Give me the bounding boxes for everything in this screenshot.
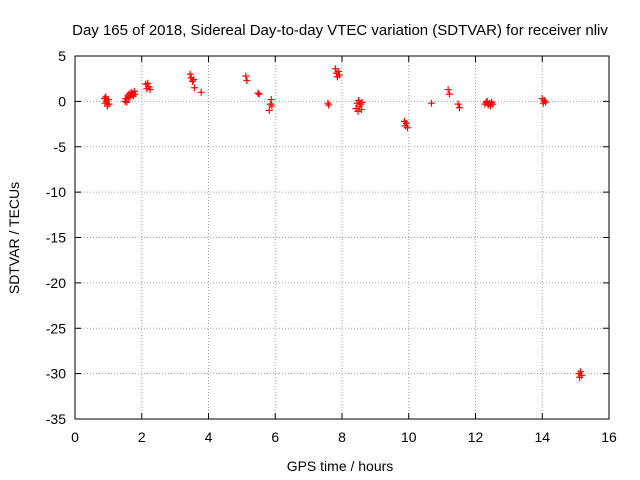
x-tick-label: 16 xyxy=(601,429,617,445)
data-point xyxy=(123,98,131,106)
data-point xyxy=(577,368,585,376)
x-tick-label: 12 xyxy=(468,429,484,445)
y-tick-label: -35 xyxy=(46,411,66,427)
data-point xyxy=(105,100,113,108)
data-point xyxy=(489,100,497,108)
data-point xyxy=(578,371,586,379)
y-tick-label: -25 xyxy=(46,320,66,336)
data-point xyxy=(542,98,550,106)
y-tick-label: -15 xyxy=(46,230,66,246)
data-points xyxy=(100,65,586,381)
data-point xyxy=(445,90,453,98)
x-tick-label: 14 xyxy=(534,429,550,445)
data-point xyxy=(334,67,342,75)
data-point xyxy=(357,106,365,114)
data-point xyxy=(188,77,196,85)
data-point xyxy=(190,84,198,92)
x-tick-label: 2 xyxy=(138,429,146,445)
data-point xyxy=(358,98,366,106)
data-point xyxy=(403,124,411,132)
data-point xyxy=(455,104,463,112)
y-axis-label: SDTVAR / TECUs xyxy=(6,182,22,294)
x-axis-label: GPS time / hours xyxy=(287,458,394,474)
y-tick-label: 0 xyxy=(58,93,66,109)
data-point xyxy=(325,101,333,109)
data-point xyxy=(131,90,139,98)
chart-title: Day 165 of 2018, Sidereal Day-to-day VTE… xyxy=(72,22,608,39)
y-tick-label: -20 xyxy=(46,275,66,291)
data-point xyxy=(186,70,194,78)
y-tick-label: -30 xyxy=(46,366,66,382)
data-point xyxy=(402,119,410,127)
grid-lines xyxy=(75,56,609,419)
data-point xyxy=(144,79,152,87)
y-tick-label: 5 xyxy=(58,48,66,64)
data-point xyxy=(146,86,154,94)
data-point xyxy=(267,96,275,104)
x-tick-label: 6 xyxy=(271,429,279,445)
data-point xyxy=(335,71,343,79)
data-point xyxy=(189,76,197,84)
y-tick-label: -10 xyxy=(46,184,66,200)
data-point xyxy=(454,100,462,108)
data-point xyxy=(427,99,435,107)
x-tick-label: 8 xyxy=(338,429,346,445)
data-point xyxy=(265,106,273,114)
data-point xyxy=(243,77,251,85)
data-point xyxy=(104,96,112,104)
x-tick-label: 10 xyxy=(401,429,417,445)
data-point xyxy=(324,99,332,107)
data-point xyxy=(242,72,250,80)
x-tick-label: 0 xyxy=(71,429,79,445)
data-point xyxy=(268,102,276,110)
data-point xyxy=(444,86,452,94)
x-tick-label: 4 xyxy=(205,429,213,445)
y-tick-label: -5 xyxy=(54,139,67,155)
axis-ticks: 5 0 -5 -10 -15 -20 -25 -30 -35 0 2 4 6 8 10 12 14 16 xyxy=(46,48,617,445)
data-point xyxy=(255,90,263,98)
data-point xyxy=(254,89,262,97)
data-point xyxy=(197,88,205,96)
